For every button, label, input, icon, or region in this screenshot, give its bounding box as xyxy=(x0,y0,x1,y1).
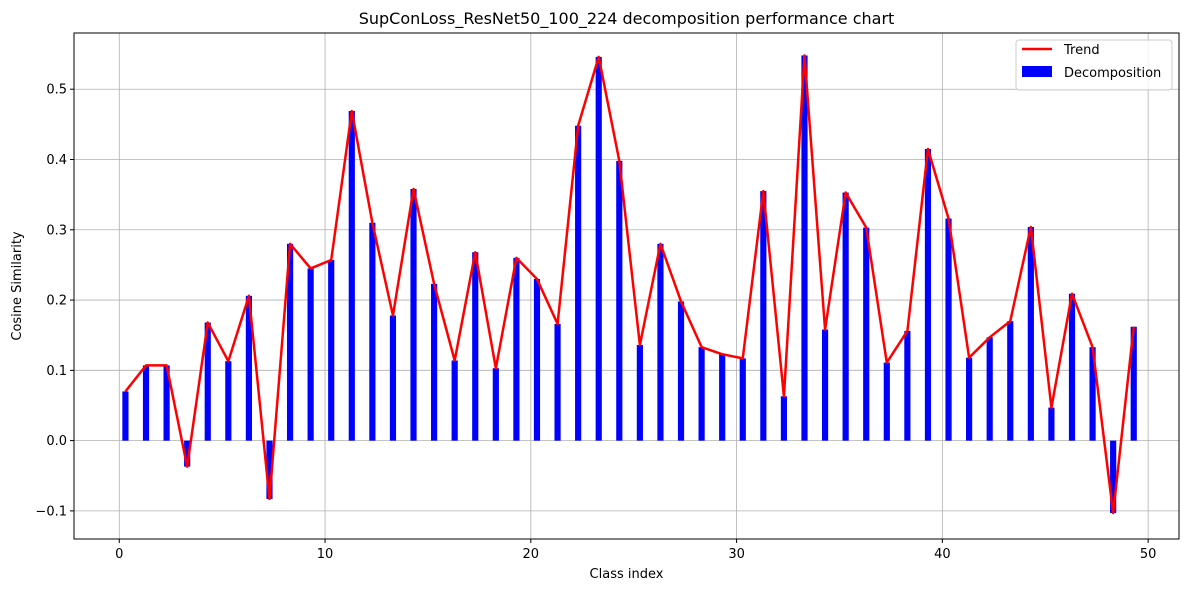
decomposition-bar xyxy=(1048,407,1055,441)
decomposition-bar xyxy=(739,358,746,441)
legend-decomposition-swatch xyxy=(1022,66,1052,77)
x-tick-label: 40 xyxy=(934,547,951,562)
y-tick-label: 0.4 xyxy=(46,153,67,168)
decomposition-bar xyxy=(698,347,705,441)
decomposition-bar xyxy=(595,56,602,441)
decomposition-bar xyxy=(863,227,870,441)
decomposition-bar xyxy=(225,361,232,441)
y-tick-label: 0.5 xyxy=(46,83,67,98)
x-tick-label: 50 xyxy=(1140,547,1157,562)
decomposition-bars xyxy=(122,55,1137,513)
decomposition-bar xyxy=(883,362,890,441)
decomposition-bar xyxy=(760,191,767,441)
legend: Trend Decomposition xyxy=(1015,39,1173,91)
y-axis-ticks: −0.1 0.0 0.1 0.2 0.3 0.4 0.5 xyxy=(35,83,74,519)
y-tick-label: 0.1 xyxy=(46,364,67,379)
decomposition-bar xyxy=(163,365,170,441)
grid-lines xyxy=(74,33,1179,539)
decomposition-bar xyxy=(1110,440,1117,513)
decomposition-bar xyxy=(801,55,808,441)
decomposition-bar xyxy=(924,148,932,441)
decomposition-bar xyxy=(554,323,561,441)
x-tick-label: 10 xyxy=(317,547,334,562)
decomposition-bar xyxy=(492,368,499,441)
decomposition-bar xyxy=(575,125,582,441)
y-tick-label: −0.1 xyxy=(35,504,67,519)
y-axis-label: Cosine Similarity xyxy=(10,231,25,341)
decomposition-bar xyxy=(451,360,458,441)
decomposition-bar xyxy=(122,391,129,441)
legend-trend-label: Trend xyxy=(1063,43,1100,58)
x-tick-label: 20 xyxy=(523,547,540,562)
x-axis-label: Class index xyxy=(590,567,664,582)
decomposition-bar xyxy=(842,192,849,441)
plot-frame xyxy=(73,32,1180,540)
decomposition-bar xyxy=(636,345,643,441)
y-tick-label: 0.2 xyxy=(46,294,67,309)
legend-box xyxy=(1015,39,1173,91)
decomposition-bar xyxy=(1089,347,1096,441)
decomposition-bar xyxy=(945,218,952,441)
decomposition-bar xyxy=(431,283,438,441)
decomposition-bar xyxy=(266,440,273,499)
decomposition-bar xyxy=(307,268,314,441)
decomposition-bar xyxy=(1027,226,1034,441)
decomposition-bar xyxy=(677,301,685,441)
decomposition-bar xyxy=(657,243,664,441)
decomposition-bar xyxy=(472,252,479,441)
decomposition-bar xyxy=(1130,326,1137,441)
chart-title: SupConLoss_ResNet50_100_224 decompositio… xyxy=(359,9,895,29)
decomposition-bar xyxy=(1007,321,1014,441)
decomposition-bar xyxy=(904,330,911,441)
legend-decomposition-label: Decomposition xyxy=(1064,66,1161,81)
x-tick-label: 0 xyxy=(115,547,123,562)
x-axis-ticks: 0 10 20 30 40 50 xyxy=(115,539,1156,562)
decomposition-bar xyxy=(348,111,355,441)
decomposition-bar xyxy=(1068,293,1076,441)
decomposition-bar xyxy=(369,222,376,441)
trend-line xyxy=(124,54,1135,515)
y-tick-label: 0.0 xyxy=(46,434,67,449)
y-tick-label: 0.3 xyxy=(46,223,67,238)
decomposition-bar xyxy=(184,440,191,467)
decomposition-bar xyxy=(204,322,211,441)
decomposition-bar xyxy=(616,160,623,441)
decomposition-bar xyxy=(142,365,150,441)
trend-line-layer xyxy=(124,54,1135,515)
decomposition-bar xyxy=(966,357,973,441)
decomposition-bar xyxy=(328,259,335,441)
decomposition-bar xyxy=(513,257,520,441)
decomposition-bar xyxy=(821,329,829,441)
decomposition-bar xyxy=(780,396,788,441)
x-tick-label: 30 xyxy=(728,547,745,562)
decomposition-bar xyxy=(245,295,252,441)
decomposition-bar xyxy=(719,354,726,441)
decomposition-bar xyxy=(533,278,541,441)
decomposition-bar xyxy=(410,189,417,441)
decomposition-bar xyxy=(389,315,397,441)
decomposition-bar xyxy=(986,337,993,441)
decomposition-bar xyxy=(286,243,294,441)
